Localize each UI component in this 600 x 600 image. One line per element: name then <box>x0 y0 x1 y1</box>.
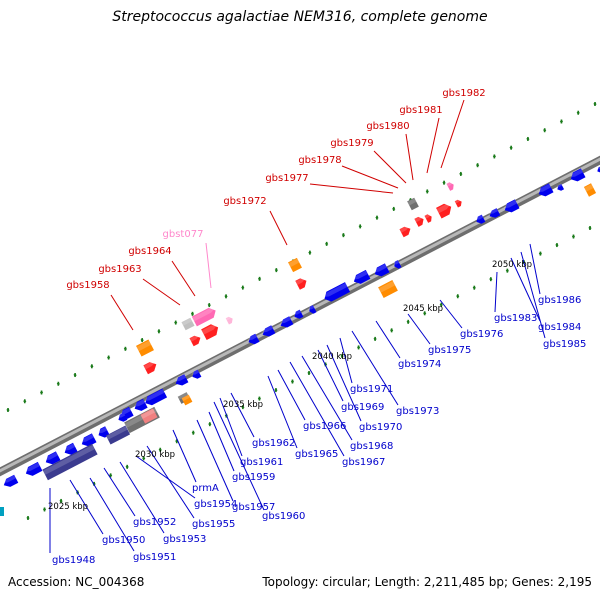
gene-label-gbs1982[interactable]: gbs1982 <box>442 88 485 99</box>
leader-line <box>209 412 234 471</box>
gene-label-gbs1977[interactable]: gbs1977 <box>265 173 308 184</box>
trna-arrow <box>192 306 218 327</box>
gene-label-gbs1965[interactable]: gbs1965 <box>295 449 338 460</box>
gene-label-gbs1960[interactable]: gbs1960 <box>262 511 305 522</box>
gene-label-gbs1978[interactable]: gbs1978 <box>298 155 341 166</box>
gene-label-gbs1973[interactable]: gbs1973 <box>396 406 439 417</box>
misc-box <box>584 183 596 196</box>
rna-arrow <box>143 360 158 374</box>
pseudo-box <box>181 318 194 331</box>
gene-label-gbs1959[interactable]: gbs1959 <box>232 472 275 483</box>
leader-line <box>427 118 439 173</box>
genome-map: 2025 kbp 2030 kbp 2035 kbp 2040 kbp 2045 kbp… <box>0 0 600 600</box>
gene-label-gbs1975[interactable]: gbs1975 <box>428 345 471 356</box>
leader-line <box>111 295 133 330</box>
leader-line <box>374 151 406 183</box>
leader-line <box>143 279 180 305</box>
gene-label-gbs1958[interactable]: gbs1958 <box>66 280 109 291</box>
leader-line <box>342 166 398 188</box>
gene-label-gbs1948[interactable]: gbs1948 <box>52 555 95 566</box>
cds-arrow <box>0 507 4 516</box>
leader-line <box>214 402 264 510</box>
rna-arrow <box>399 225 412 238</box>
gene-label-gbs1964[interactable]: gbs1964 <box>128 246 171 257</box>
domain-box <box>106 425 130 444</box>
scale-label: 2030 kbp <box>135 450 175 460</box>
rna-arrow <box>424 213 433 223</box>
leader-line <box>406 134 413 180</box>
leader-line <box>441 100 464 168</box>
gene-label-gbs1953[interactable]: gbs1953 <box>163 534 206 545</box>
rna-arrow <box>189 334 202 347</box>
pseudo-box <box>407 198 419 211</box>
leader-line <box>310 184 393 193</box>
scale-label: 2040 kbp <box>312 352 352 362</box>
gene-label-gbs1968[interactable]: gbs1968 <box>350 441 393 452</box>
gene-label-gbs1966[interactable]: gbs1966 <box>303 421 346 432</box>
gene-label-gbs1954[interactable]: gbs1954 <box>194 499 237 510</box>
gene-label-gbs1952[interactable]: gbs1952 <box>133 517 176 528</box>
gene-label-gbs1961[interactable]: gbs1961 <box>240 457 283 468</box>
misc-box <box>136 339 154 356</box>
gene-label-gbs1967[interactable]: gbs1967 <box>342 457 385 468</box>
genome-summary-text: Topology: circular; Length: 2,211,485 bp… <box>262 575 592 589</box>
leader-line <box>173 430 196 482</box>
rna-arrow <box>201 322 221 340</box>
leader-line <box>408 314 430 344</box>
gene-label-gbs1974[interactable]: gbs1974 <box>398 359 441 370</box>
gene-label-gbs1950[interactable]: gbs1950 <box>102 535 145 546</box>
cds-arrow <box>596 165 600 174</box>
scale-label: 2045 kbp <box>403 304 443 314</box>
leader-line <box>376 321 400 358</box>
misc-box <box>288 258 302 272</box>
gene-label-gbs1951[interactable]: gbs1951 <box>133 552 176 563</box>
accession-text: Accession: NC_004368 <box>8 575 144 589</box>
scale-label: 2035 kbp <box>223 400 263 410</box>
scale-label: 2050 kbp <box>492 260 532 270</box>
gene-label-gbs1955[interactable]: gbs1955 <box>192 519 235 530</box>
leader-line <box>136 456 195 498</box>
leader-line <box>290 362 344 456</box>
gene-label-gbst077[interactable]: gbst077 <box>163 229 204 240</box>
leader-line <box>278 370 305 420</box>
gene-label-gbs1972[interactable]: gbs1972 <box>223 196 266 207</box>
rna-arrow <box>436 201 454 218</box>
leader-line <box>172 261 195 296</box>
rna-arrow <box>455 198 464 207</box>
gene-label-gbs1971[interactable]: gbs1971 <box>350 384 393 395</box>
scale-label: 2025 kbp <box>48 502 88 512</box>
gene-label-gbs1986[interactable]: gbs1986 <box>538 295 581 306</box>
gene-label-gbs1981[interactable]: gbs1981 <box>399 105 442 116</box>
leader-line <box>440 300 462 328</box>
gene-label-gbs1976[interactable]: gbs1976 <box>460 329 503 340</box>
gene-label-gbs1979[interactable]: gbs1979 <box>330 138 373 149</box>
gene-label-gbs1985[interactable]: gbs1985 <box>543 339 586 350</box>
gene-label-gbs1970[interactable]: gbs1970 <box>359 422 402 433</box>
gene-label-gbs1980[interactable]: gbs1980 <box>366 121 409 132</box>
gene-label-gbs1963[interactable]: gbs1963 <box>98 264 141 275</box>
cds-arrow <box>2 475 19 489</box>
gene-label-gbs1969[interactable]: gbs1969 <box>341 402 384 413</box>
trna-arrow <box>226 315 235 324</box>
misc-box <box>378 280 398 298</box>
gene-label-gbs1984[interactable]: gbs1984 <box>538 322 581 333</box>
cds-arrow <box>24 462 43 478</box>
rna-arrow <box>414 215 425 227</box>
gene-label-prmA[interactable]: prmA <box>192 483 219 494</box>
gene-label-gbs1983[interactable]: gbs1983 <box>494 313 537 324</box>
rna-arrow <box>295 276 308 289</box>
gene-label-gbs1962[interactable]: gbs1962 <box>252 438 295 449</box>
leader-line <box>495 272 497 312</box>
leader-line <box>206 243 211 288</box>
leader-line <box>270 211 287 245</box>
trna-arrow <box>446 181 455 191</box>
